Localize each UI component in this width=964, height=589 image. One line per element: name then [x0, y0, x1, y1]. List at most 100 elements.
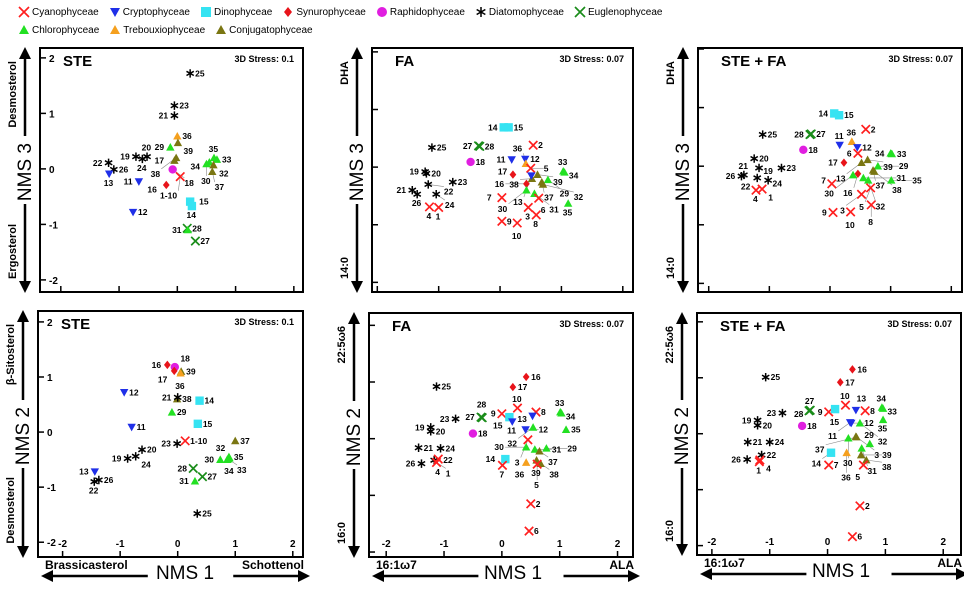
data-point	[424, 180, 433, 189]
x-tick-label: 0	[175, 539, 181, 550]
point-label: 5	[544, 163, 549, 173]
data-point	[497, 216, 507, 227]
arrow-right-icon	[956, 568, 964, 580]
point-label: 38	[892, 185, 902, 195]
data-point	[186, 69, 195, 78]
point-label: 22	[444, 187, 454, 197]
point-label: 5	[855, 472, 860, 482]
point-label: 9	[491, 409, 496, 419]
data-point	[168, 165, 177, 174]
data-point	[468, 429, 478, 438]
legend-item-raphidophyceae: Raphidophyceae	[376, 5, 465, 19]
data-point	[860, 405, 870, 416]
point-label: 37	[548, 457, 558, 467]
point-label: 9	[818, 407, 823, 417]
orange-triangle-icon	[110, 25, 121, 34]
legend-item-cryptophyceae: Cryptophyceae	[109, 5, 190, 19]
red-x-marker-icon	[18, 6, 30, 18]
point-label: 28	[178, 463, 188, 473]
point-label: 14	[187, 210, 197, 220]
point-label: 17	[828, 158, 838, 168]
data-point	[497, 192, 507, 203]
point-label: 15	[844, 110, 854, 120]
point-label: 28	[794, 130, 804, 140]
data-point	[202, 159, 211, 168]
arrow-up-icon	[676, 312, 688, 324]
x-tick-label: 0	[499, 539, 505, 550]
legend-item-cyanophyceae: Cyanophyceae	[18, 5, 99, 19]
point-label: 7	[834, 460, 839, 470]
x-tick-label: -1	[440, 539, 449, 550]
point-label: 31	[549, 205, 559, 215]
point-label: 23	[440, 414, 450, 424]
legend-label: Dinophyceae	[213, 6, 273, 18]
point-label: 21	[424, 443, 434, 453]
point-label: 27	[207, 472, 217, 482]
green-triangle-icon	[19, 25, 29, 34]
point-label: 15	[830, 417, 840, 427]
point-label: 27	[805, 396, 815, 406]
point-label: 17	[498, 167, 508, 177]
data-point	[448, 177, 457, 187]
point-label: 31	[172, 225, 182, 235]
cyan-square-icon	[200, 7, 211, 17]
data-point	[413, 190, 422, 199]
legend-label: Cryptophyceae	[122, 6, 190, 18]
data-point	[865, 183, 876, 193]
data-point	[777, 163, 786, 173]
legend-label: Cyanophyceae	[32, 6, 99, 18]
point-label: 30	[205, 455, 215, 465]
data-point	[94, 475, 103, 485]
point-label: 29	[560, 188, 570, 198]
label-leader-line	[537, 174, 554, 178]
point-label: 38	[151, 169, 161, 179]
data-point	[421, 167, 430, 176]
point-label: 1	[436, 211, 441, 221]
point-label: 2	[536, 499, 541, 509]
point-label: 14	[486, 454, 496, 464]
point-label: 37	[240, 436, 250, 446]
point-label: 22	[93, 158, 103, 168]
data-point	[138, 154, 147, 164]
data-point	[865, 439, 874, 448]
data-point	[866, 200, 877, 210]
data-point	[853, 144, 862, 152]
point-label: 23	[458, 177, 468, 187]
y-axis-title: NMS 2	[344, 408, 366, 467]
blue-down-triangle-icon	[109, 8, 120, 17]
label-leader-line	[867, 159, 884, 163]
data-point	[743, 455, 752, 464]
point-label: 26	[412, 198, 422, 208]
y-axis-arrows: DHA NMS 3 14:0	[335, 47, 369, 293]
x-negative-label: 16:1ω7	[704, 556, 745, 570]
data-point	[847, 531, 858, 542]
data-point	[508, 418, 517, 426]
point-label: 1	[756, 466, 761, 476]
point-label: 18	[476, 157, 486, 167]
data-point	[873, 161, 883, 170]
data-point	[856, 450, 866, 459]
point-label: 13	[517, 414, 527, 424]
point-label: 12	[138, 207, 148, 217]
x-tick-label: 2	[290, 539, 296, 550]
point-label: 26	[406, 459, 416, 469]
data-point	[163, 360, 171, 370]
point-label: 16	[152, 360, 162, 370]
point-label: 19	[415, 422, 425, 432]
point-label: 17	[845, 377, 855, 387]
data-point	[835, 141, 844, 150]
data-point	[561, 425, 571, 433]
data-point	[212, 155, 222, 163]
legend-label: Trebouxiophyceae	[123, 24, 206, 36]
data-point	[533, 193, 544, 204]
label-leader-line	[428, 184, 444, 187]
panel-title: STE	[63, 53, 93, 70]
point-label: 9	[507, 216, 512, 226]
data-point	[180, 436, 190, 446]
x-tick-label: 0	[825, 537, 831, 548]
point-label: 32	[876, 202, 886, 212]
data-point	[216, 455, 225, 463]
point-label: 37	[215, 182, 225, 192]
point-label: 18	[478, 429, 488, 439]
